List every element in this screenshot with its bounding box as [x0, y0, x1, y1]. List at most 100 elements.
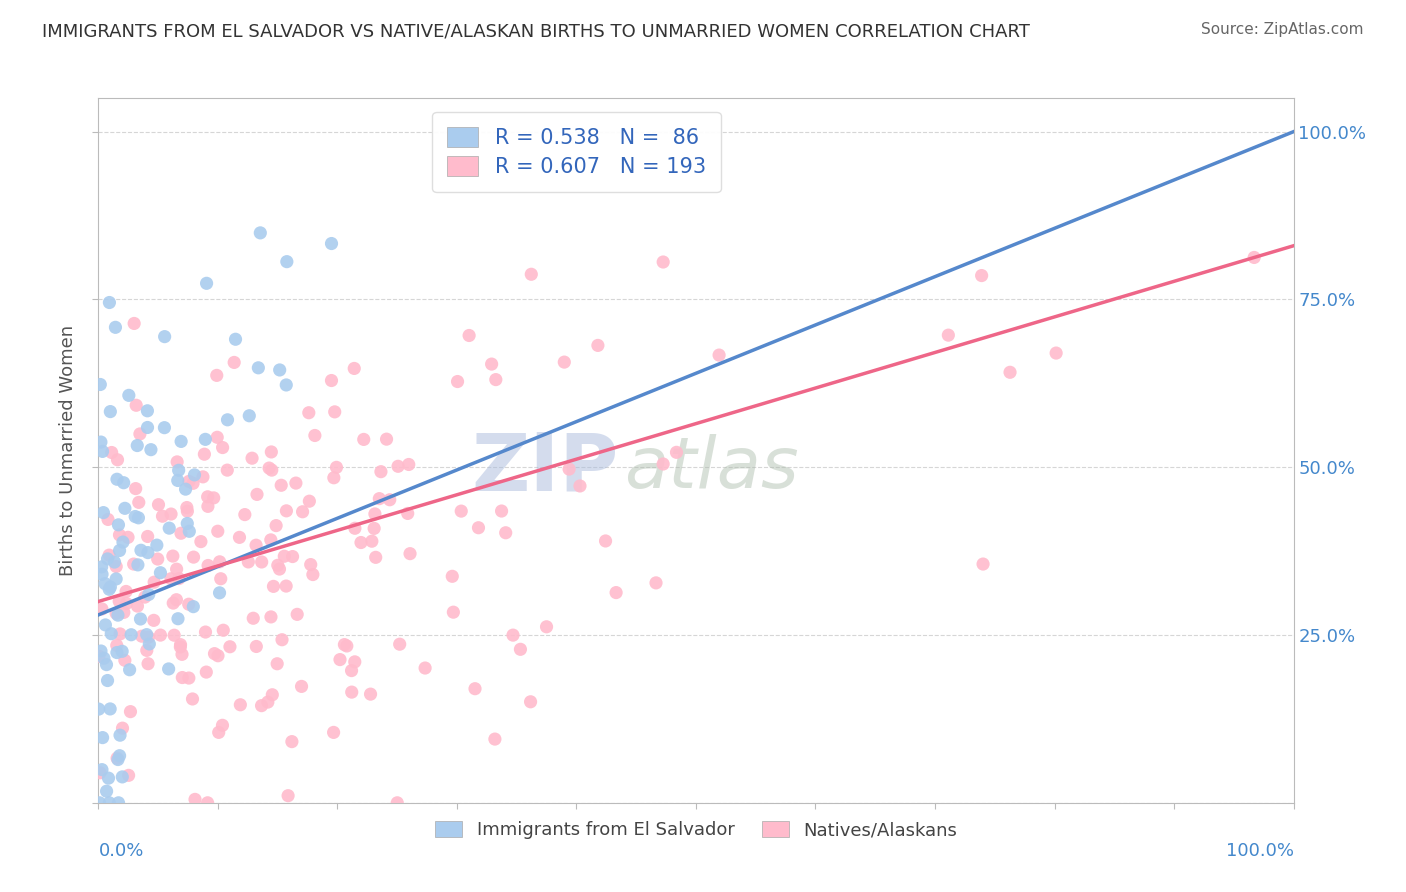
Point — [194, 625, 217, 640]
Point — [89, 765, 111, 780]
Point — [160, 507, 183, 521]
Point — [152, 509, 174, 524]
Point — [485, 373, 508, 387]
Point — [118, 663, 141, 677]
Point — [163, 628, 186, 642]
Point — [166, 455, 188, 469]
Point — [138, 587, 160, 601]
Point — [329, 652, 352, 666]
Point — [100, 626, 122, 640]
Point — [370, 465, 392, 479]
Point — [136, 404, 159, 418]
Point — [191, 470, 214, 484]
Point — [645, 575, 668, 590]
Point — [129, 543, 152, 558]
Point — [211, 441, 233, 455]
Point — [143, 575, 166, 590]
Point — [245, 640, 267, 654]
Point — [105, 559, 128, 574]
Point — [170, 434, 193, 449]
Point — [197, 500, 219, 514]
Point — [91, 567, 114, 582]
Point — [205, 430, 228, 444]
Point — [162, 596, 184, 610]
Point — [129, 426, 152, 441]
Point — [249, 226, 271, 240]
Point — [111, 535, 134, 549]
Point — [270, 478, 292, 492]
Point — [167, 572, 190, 586]
Y-axis label: Births to Unmarried Women: Births to Unmarried Women — [59, 325, 77, 576]
Point — [495, 525, 517, 540]
Point — [100, 580, 122, 594]
Point — [938, 328, 960, 343]
Point — [323, 405, 346, 419]
Text: 0.0%: 0.0% — [98, 841, 143, 860]
Point — [281, 734, 304, 748]
Point — [97, 512, 120, 526]
Point — [298, 494, 321, 508]
Point — [108, 594, 131, 608]
Legend: Immigrants from El Salvador, Natives/Alaskans: Immigrants from El Salvador, Natives/Ala… — [427, 814, 965, 847]
Point — [217, 463, 239, 477]
Point — [398, 458, 420, 472]
Point — [262, 688, 284, 702]
Point — [108, 627, 131, 641]
Point — [269, 562, 291, 576]
Point — [98, 796, 121, 810]
Point — [387, 796, 409, 810]
Point — [111, 770, 134, 784]
Point — [605, 585, 627, 599]
Point — [98, 582, 121, 597]
Point — [174, 482, 197, 496]
Point — [569, 479, 592, 493]
Point — [136, 657, 159, 671]
Point — [96, 673, 118, 688]
Point — [107, 796, 129, 810]
Point — [652, 457, 675, 471]
Point — [502, 628, 524, 642]
Point — [127, 511, 149, 525]
Point — [169, 638, 191, 652]
Point — [998, 365, 1021, 379]
Point — [340, 685, 363, 699]
Point — [707, 348, 730, 362]
Point — [176, 500, 198, 515]
Point — [166, 474, 188, 488]
Point — [441, 605, 464, 619]
Point — [125, 398, 148, 412]
Point — [195, 665, 218, 679]
Point — [446, 375, 468, 389]
Point — [149, 566, 172, 580]
Point — [321, 236, 343, 251]
Point — [586, 338, 609, 352]
Point — [129, 612, 152, 626]
Point — [260, 463, 283, 477]
Point — [108, 528, 131, 542]
Point — [464, 681, 486, 696]
Point — [304, 428, 326, 442]
Point — [205, 368, 228, 383]
Point — [183, 467, 205, 482]
Point — [146, 538, 169, 552]
Point — [388, 637, 411, 651]
Point — [202, 491, 225, 505]
Text: ZIP: ZIP — [471, 429, 619, 507]
Point — [333, 638, 356, 652]
Point — [491, 504, 513, 518]
Point — [127, 438, 149, 452]
Point — [276, 378, 298, 392]
Point — [157, 521, 180, 535]
Point — [267, 558, 290, 573]
Point — [136, 420, 159, 434]
Point — [260, 533, 283, 547]
Point — [595, 533, 617, 548]
Point — [115, 597, 138, 611]
Point — [396, 507, 419, 521]
Point — [399, 547, 422, 561]
Point — [208, 725, 231, 739]
Point — [271, 632, 294, 647]
Point — [131, 629, 153, 643]
Point — [368, 491, 391, 506]
Point — [120, 628, 142, 642]
